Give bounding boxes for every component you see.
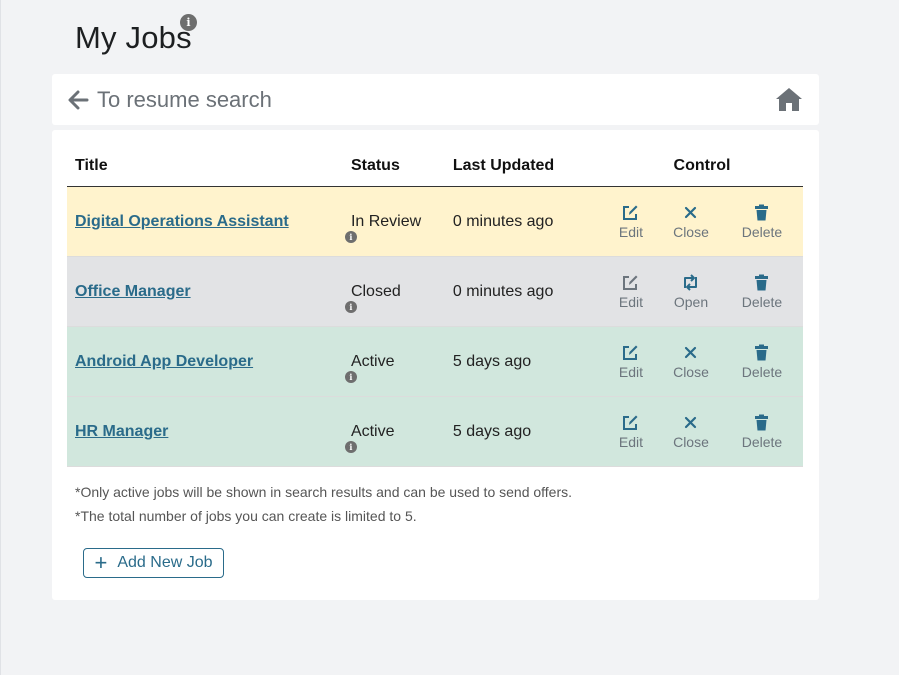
info-icon[interactable]: i <box>344 370 357 383</box>
retweet-icon <box>684 273 698 291</box>
page-title: My Jobs <box>75 20 192 55</box>
table-row: Android App Developer i Active 5 days ago… <box>67 326 803 397</box>
edit-label: Edit <box>618 293 644 310</box>
close-job-button[interactable]: Close <box>661 344 721 380</box>
header-control: Control <box>600 146 803 187</box>
edit-icon <box>623 415 638 430</box>
table-row: Office Manager i Closed 0 minutes ago Edi… <box>67 256 803 327</box>
status-text: In Review <box>350 212 422 230</box>
delete-button[interactable]: Delete <box>721 344 803 380</box>
close-job-button[interactable]: Close <box>661 414 721 450</box>
close-label: Close <box>673 433 709 450</box>
table-row: HR Manager i Active 5 days ago Edit Close… <box>67 396 803 467</box>
home-icon[interactable] <box>775 87 803 112</box>
delete-label: Delete <box>741 433 783 450</box>
close-icon <box>685 416 697 428</box>
open-label: Open <box>673 293 709 310</box>
job-title-link[interactable]: Digital Operations Assistant <box>75 212 289 230</box>
info-icon[interactable]: i <box>344 230 357 243</box>
close-label: Close <box>673 223 709 240</box>
header-last-updated: Last Updated <box>452 146 601 187</box>
delete-button[interactable]: Delete <box>721 414 803 450</box>
edit-icon <box>623 345 638 360</box>
close-icon <box>685 206 697 218</box>
arrow-left-icon <box>68 90 89 109</box>
edit-icon <box>623 275 638 290</box>
back-to-resume-search-link[interactable]: To resume search <box>67 74 272 125</box>
info-icon[interactable]: i <box>344 300 357 313</box>
info-icon[interactable]: i <box>180 14 197 31</box>
edit-label: Edit <box>618 223 644 240</box>
open-job-button[interactable]: Open <box>661 273 721 310</box>
delete-label: Delete <box>741 293 783 310</box>
status-text: Active <box>350 352 395 370</box>
trash-icon <box>755 204 769 220</box>
info-icon[interactable]: i <box>344 440 357 453</box>
edit-button[interactable]: Edit <box>601 414 661 450</box>
job-title-link[interactable]: Android App Developer <box>75 352 254 370</box>
edit-label: Edit <box>618 433 644 450</box>
last-updated: 0 minutes ago <box>452 186 601 257</box>
note-active-jobs: *Only active jobs will be shown in searc… <box>75 484 573 500</box>
trash-icon <box>755 344 769 360</box>
last-updated: 0 minutes ago <box>452 256 601 327</box>
add-new-job-label: Add New Job <box>117 554 213 571</box>
add-new-job-button[interactable]: + Add New Job <box>83 548 224 578</box>
last-updated: 5 days ago <box>452 326 601 397</box>
header-title: Title <box>67 146 343 187</box>
note-job-limit: *The total number of jobs you can create… <box>75 508 417 524</box>
notes: *Only active jobs will be shown in searc… <box>75 480 572 528</box>
delete-label: Delete <box>741 363 783 380</box>
status-text: Closed <box>350 282 401 300</box>
job-title-link[interactable]: Office Manager <box>75 282 191 300</box>
back-link-label: To resume search <box>97 86 272 112</box>
last-updated: 5 days ago <box>452 396 601 467</box>
plus-icon: + <box>94 550 108 575</box>
edit-button[interactable]: Edit <box>601 204 661 240</box>
header-status: Status <box>342 146 453 187</box>
job-title-link[interactable]: HR Manager <box>75 422 169 440</box>
delete-button[interactable]: Delete <box>721 204 803 240</box>
status-text: Active <box>350 422 395 440</box>
trash-icon <box>755 414 769 430</box>
edit-icon <box>623 205 638 220</box>
table-row: Digital Operations Assistant i In Review … <box>67 186 803 257</box>
close-job-button[interactable]: Close <box>661 204 721 240</box>
edit-button[interactable]: Edit <box>601 344 661 380</box>
jobs-card: Title Status Last Updated Control Digita… <box>52 130 819 600</box>
edit-label: Edit <box>618 363 644 380</box>
jobs-table: Title Status Last Updated Control Digita… <box>67 146 803 467</box>
trash-icon <box>755 274 769 290</box>
close-icon <box>685 346 697 358</box>
delete-label: Delete <box>741 223 783 240</box>
nav-bar: To resume search <box>52 74 819 125</box>
delete-button[interactable]: Delete <box>721 274 803 310</box>
edit-button[interactable]: Edit <box>601 274 661 310</box>
close-label: Close <box>673 363 709 380</box>
